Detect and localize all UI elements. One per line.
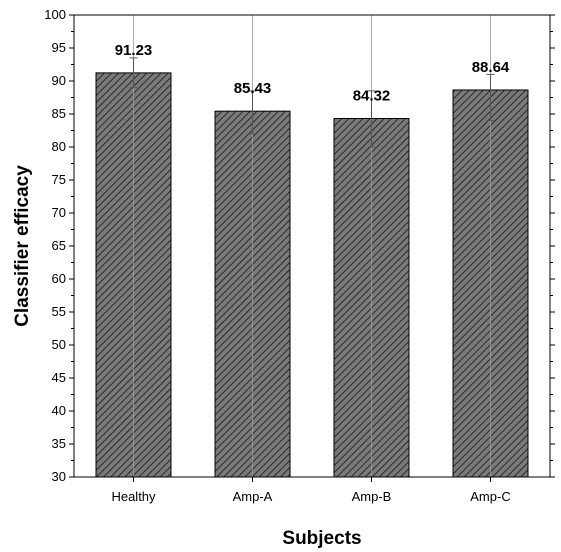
x-tick-label-amp-a: Amp-A	[233, 489, 273, 504]
y-tick-label-70: 70	[52, 205, 66, 220]
y-axis-title: Classifier efficacy	[12, 165, 33, 327]
y-tick-label-45: 45	[52, 370, 66, 385]
error-bar-amp-b	[367, 15, 376, 477]
x-tick-label-healthy: Healthy	[111, 489, 156, 504]
x-tick-label-amp-b: Amp-B	[352, 489, 392, 504]
x-axis-title: Subjects	[282, 528, 361, 549]
y-tick-label-75: 75	[52, 172, 66, 187]
y-tick-label-85: 85	[52, 106, 66, 121]
x-tick-label-amp-c: Amp-C	[470, 489, 510, 504]
data-label-amp-c: 88.64	[472, 59, 510, 76]
data-label-healthy: 91.23	[115, 42, 153, 59]
error-bar-amp-a	[248, 15, 257, 477]
y-tick-label-80: 80	[52, 139, 66, 154]
y-tick-label-35: 35	[52, 436, 66, 451]
y-tick-label-60: 60	[52, 271, 66, 286]
y-tick-label-95: 95	[52, 40, 66, 55]
y-tick-label-55: 55	[52, 304, 66, 319]
error-bar-amp-c	[486, 15, 495, 477]
y-tick-label-65: 65	[52, 238, 66, 253]
y-tick-label-30: 30	[52, 469, 66, 484]
y-tick-label-50: 50	[52, 337, 66, 352]
data-label-amp-a: 85.43	[234, 80, 272, 97]
data-label-amp-b: 84.32	[353, 87, 391, 104]
y-tick-label-40: 40	[52, 403, 66, 418]
y-tick-label-90: 90	[52, 73, 66, 88]
y-tick-label-100: 100	[44, 7, 66, 22]
error-bar-healthy	[129, 15, 138, 477]
